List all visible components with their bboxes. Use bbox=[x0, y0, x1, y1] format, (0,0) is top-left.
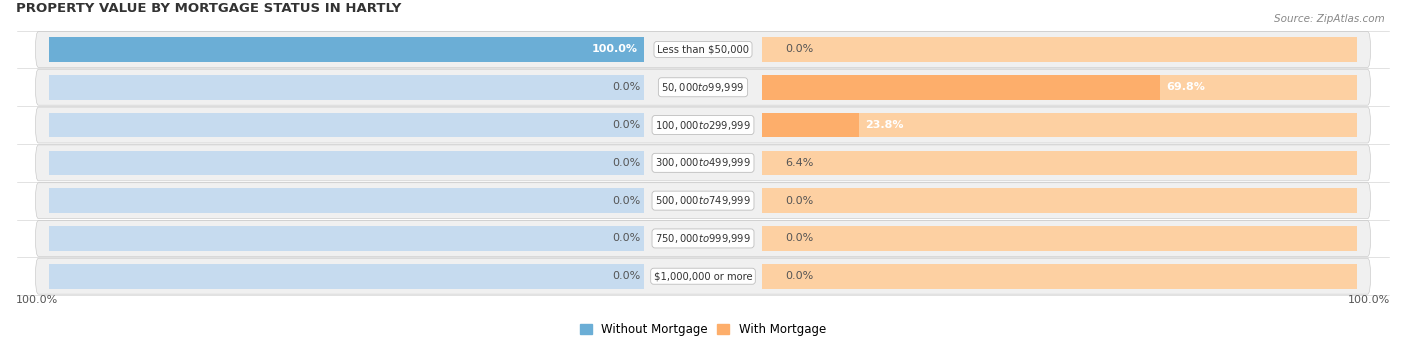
Text: Source: ZipAtlas.com: Source: ZipAtlas.com bbox=[1274, 14, 1385, 23]
Text: 0.0%: 0.0% bbox=[785, 45, 813, 54]
FancyBboxPatch shape bbox=[35, 69, 1371, 105]
Bar bbox=[49, 151, 644, 175]
Bar bbox=[762, 113, 1357, 137]
Text: Less than $50,000: Less than $50,000 bbox=[657, 45, 749, 54]
Bar bbox=[49, 226, 644, 251]
Text: 100.0%: 100.0% bbox=[15, 295, 58, 305]
Bar bbox=[49, 37, 644, 62]
Legend: Without Mortgage, With Mortgage: Without Mortgage, With Mortgage bbox=[575, 318, 831, 340]
FancyBboxPatch shape bbox=[35, 183, 1371, 219]
Text: 23.8%: 23.8% bbox=[865, 120, 904, 130]
Bar bbox=[49, 113, 644, 137]
FancyBboxPatch shape bbox=[35, 220, 1371, 256]
FancyBboxPatch shape bbox=[35, 107, 1371, 143]
Text: 100.0%: 100.0% bbox=[1348, 295, 1391, 305]
Text: 0.0%: 0.0% bbox=[613, 120, 641, 130]
Text: $750,000 to $999,999: $750,000 to $999,999 bbox=[655, 232, 751, 245]
Text: 100.0%: 100.0% bbox=[592, 45, 637, 54]
Bar bbox=[762, 75, 1160, 100]
Text: 0.0%: 0.0% bbox=[613, 271, 641, 281]
Text: 0.0%: 0.0% bbox=[613, 234, 641, 243]
Bar bbox=[762, 151, 1357, 175]
Text: 0.0%: 0.0% bbox=[785, 195, 813, 206]
Text: 0.0%: 0.0% bbox=[613, 195, 641, 206]
Bar bbox=[49, 264, 644, 289]
Text: 0.0%: 0.0% bbox=[785, 234, 813, 243]
Text: PROPERTY VALUE BY MORTGAGE STATUS IN HARTLY: PROPERTY VALUE BY MORTGAGE STATUS IN HAR… bbox=[15, 2, 401, 15]
Text: $500,000 to $749,999: $500,000 to $749,999 bbox=[655, 194, 751, 207]
Text: 6.4%: 6.4% bbox=[785, 158, 813, 168]
Bar bbox=[762, 264, 1357, 289]
Text: 0.0%: 0.0% bbox=[613, 158, 641, 168]
Bar bbox=[49, 188, 644, 213]
Bar bbox=[762, 113, 859, 137]
Bar bbox=[762, 75, 1357, 100]
Bar bbox=[49, 75, 644, 100]
Bar bbox=[762, 188, 1357, 213]
Text: $300,000 to $499,999: $300,000 to $499,999 bbox=[655, 156, 751, 169]
FancyBboxPatch shape bbox=[35, 32, 1371, 67]
Text: $1,000,000 or more: $1,000,000 or more bbox=[654, 271, 752, 281]
Text: 0.0%: 0.0% bbox=[613, 82, 641, 92]
Text: $50,000 to $99,999: $50,000 to $99,999 bbox=[661, 81, 745, 94]
FancyBboxPatch shape bbox=[35, 145, 1371, 181]
Bar bbox=[762, 226, 1357, 251]
FancyBboxPatch shape bbox=[35, 258, 1371, 294]
Bar bbox=[49, 37, 644, 62]
Text: 0.0%: 0.0% bbox=[785, 271, 813, 281]
Text: $100,000 to $299,999: $100,000 to $299,999 bbox=[655, 119, 751, 132]
Bar bbox=[762, 37, 1357, 62]
Text: 69.8%: 69.8% bbox=[1167, 82, 1205, 92]
